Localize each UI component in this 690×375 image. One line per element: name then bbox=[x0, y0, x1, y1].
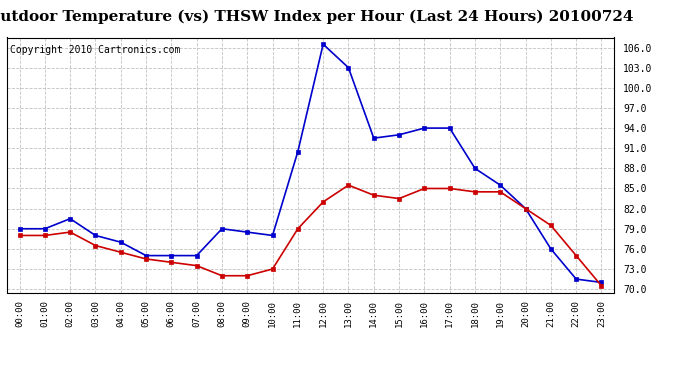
Text: Outdoor Temperature (vs) THSW Index per Hour (Last 24 Hours) 20100724: Outdoor Temperature (vs) THSW Index per … bbox=[0, 9, 633, 24]
Text: Copyright 2010 Cartronics.com: Copyright 2010 Cartronics.com bbox=[10, 45, 180, 55]
